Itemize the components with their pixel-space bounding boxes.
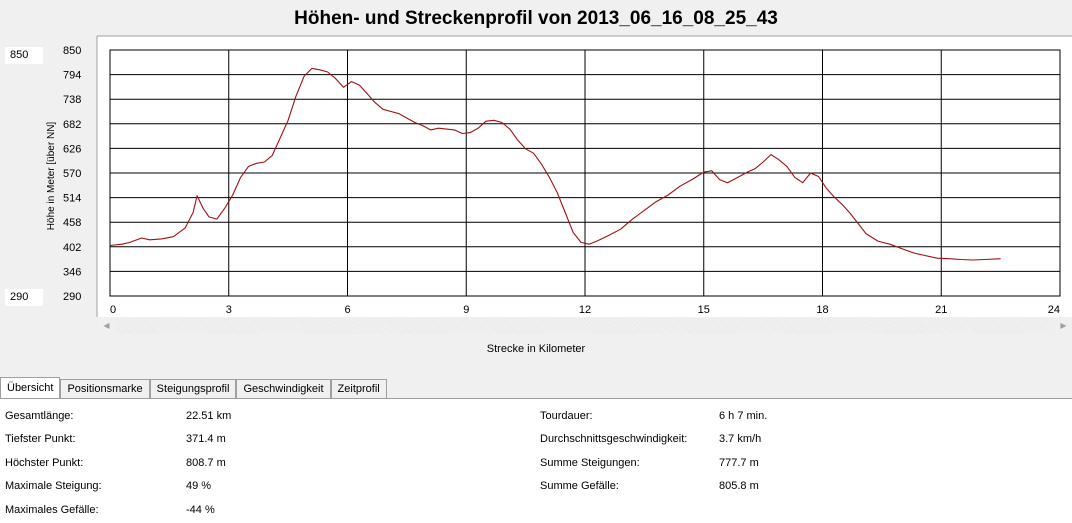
stat-label: Tourdauer: (540, 410, 593, 422)
tab-bar: Übersicht Positionsmarke Steigungsprofil… (0, 377, 387, 399)
stat-label: Durchschnittsgeschwindigkeit: (540, 433, 688, 445)
stat-value: 49 % (186, 480, 212, 492)
elevation-chart: 850 794 738 682 626 570 514 458 402 346 290 0 3 6 9 12… (46, 35, 1072, 317)
tab-uebersicht[interactable]: Übersicht (0, 377, 61, 399)
stat-label: Gesamtlänge: (5, 410, 74, 422)
x-axis-label: Strecke in Kilometer (486, 343, 586, 355)
stat-label: Maximale Steigung: (5, 480, 102, 492)
scroll-right-arrow-icon[interactable]: ▶ (1055, 317, 1072, 335)
stat-value: 777.7 m (719, 457, 759, 469)
x-tick-label: 18 (816, 304, 828, 316)
y-tick-label: 794 (63, 70, 81, 82)
stat-value: 805.8 m (719, 480, 759, 492)
stat-value: 371.4 m (186, 433, 226, 445)
tab-geschwindigkeit[interactable]: Geschwindigkeit (236, 379, 331, 398)
chart-horizontal-scrollbar[interactable]: ◀ ▶ (98, 317, 1072, 335)
min-elevation-input[interactable]: 290 (5, 289, 43, 306)
y-axis-ticks: 850 794 738 682 626 570 514 458 402 346 290 (63, 45, 81, 303)
stat-label: Summe Steigungen: (540, 457, 640, 469)
tab-zeitprofil[interactable]: Zeitprofil (330, 379, 387, 398)
tab-positionsmarke[interactable]: Positionsmarke (60, 379, 150, 398)
x-tick-label: 12 (579, 304, 591, 316)
y-tick-label: 682 (63, 119, 81, 131)
stat-label: Summe Gefälle: (540, 480, 619, 492)
stat-label: Maximales Gefälle: (5, 504, 99, 516)
scrollbar-track[interactable] (115, 318, 1055, 334)
overview-panel: Gesamtlänge: 22.51 km Tiefster Punkt: 37… (0, 398, 1072, 523)
stat-value: 22.51 km (186, 410, 232, 422)
stat-value: 6 h 7 min. (719, 410, 768, 422)
y-tick-label: 850 (63, 45, 81, 57)
y-axis-label: Höhe in Meter [über NN] (46, 122, 57, 231)
y-tick-label: 626 (63, 143, 81, 155)
y-tick-label: 402 (63, 242, 81, 254)
scroll-left-arrow-icon[interactable]: ◀ (98, 317, 115, 335)
y-tick-label: 346 (63, 266, 81, 278)
x-tick-label: 9 (463, 304, 469, 316)
y-tick-label: 514 (63, 193, 81, 205)
x-tick-label: 6 (344, 304, 350, 316)
y-tick-label: 738 (63, 94, 81, 106)
stat-label: Höchster Punkt: (5, 457, 84, 469)
x-tick-label: 0 (110, 304, 116, 316)
y-tick-label: 458 (63, 217, 81, 229)
chart-grid (109, 49, 1061, 297)
max-elevation-input[interactable]: 850 (5, 47, 43, 64)
x-axis-ticks: 0 3 6 9 12 15 18 21 24 (110, 304, 1060, 316)
y-tick-label: 570 (63, 168, 81, 180)
y-tick-label: 290 (63, 291, 81, 303)
stat-label: Tiefster Punkt: (5, 433, 76, 445)
elevation-line (109, 67, 1001, 261)
x-tick-label: 24 (1048, 304, 1060, 316)
chart-title: Höhen- und Streckenprofil von 2013_06_16… (294, 8, 778, 29)
elevation-series (109, 67, 1001, 261)
stat-value: 3.7 km/h (719, 433, 762, 445)
x-tick-label: 3 (226, 304, 232, 316)
stat-value: 808.7 m (186, 457, 226, 469)
stat-value: -44 % (186, 504, 215, 516)
x-tick-label: 21 (935, 304, 947, 316)
x-tick-label: 15 (698, 304, 710, 316)
tab-steigungsprofil[interactable]: Steigungsprofil (149, 379, 237, 398)
